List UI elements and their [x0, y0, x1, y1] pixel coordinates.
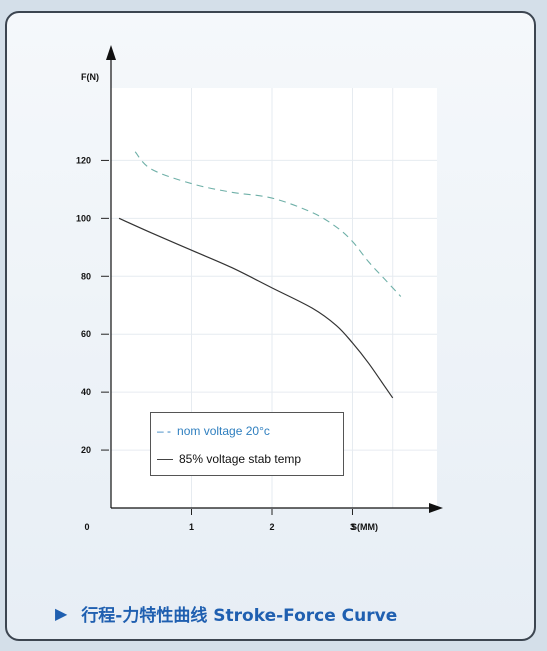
play-triangle-icon: ▶	[55, 603, 68, 623]
legend-solid-marker	[157, 458, 173, 460]
y-axis-label: F(N)	[81, 72, 99, 82]
x-tick-label: 3	[350, 522, 355, 532]
y-tick-label: 100	[76, 213, 91, 223]
x-axis-arrow-icon	[429, 503, 443, 513]
y-tick-label: 60	[81, 329, 91, 339]
x-axis-label: S(MM)	[351, 522, 378, 532]
series-line-85-voltage	[118, 217, 394, 399]
legend-entry-85-voltage: 85% voltage stab temp	[157, 452, 301, 466]
legend-entry-nom-voltage: – - nom voltage 20°c	[157, 424, 270, 438]
y-tick-label: 80	[81, 271, 91, 281]
legend-label-85-voltage: 85% voltage stab temp	[179, 452, 302, 466]
caption-text: 行程-力特性曲线 Stroke-Force Curve	[81, 605, 398, 626]
chart-caption: ▶ 行程-力特性曲线 Stroke-Force Curve	[55, 600, 397, 626]
series-line-nom-voltage	[134, 151, 402, 297]
y-tick-label: 40	[81, 387, 91, 397]
legend-label-nom-voltage: nom voltage 20°c	[177, 424, 270, 438]
y-tick-label: 120	[76, 155, 91, 165]
y-axis-arrow-icon	[106, 45, 116, 60]
y-tick-label: 20	[81, 445, 91, 455]
x-tick-label: 2	[269, 522, 274, 532]
x-tick-label: 1	[189, 522, 194, 532]
legend-dashed-marker: – -	[157, 424, 172, 438]
chart-legend: – - nom voltage 20°c 85% voltage stab te…	[150, 412, 344, 476]
origin-label: 0	[84, 522, 89, 532]
